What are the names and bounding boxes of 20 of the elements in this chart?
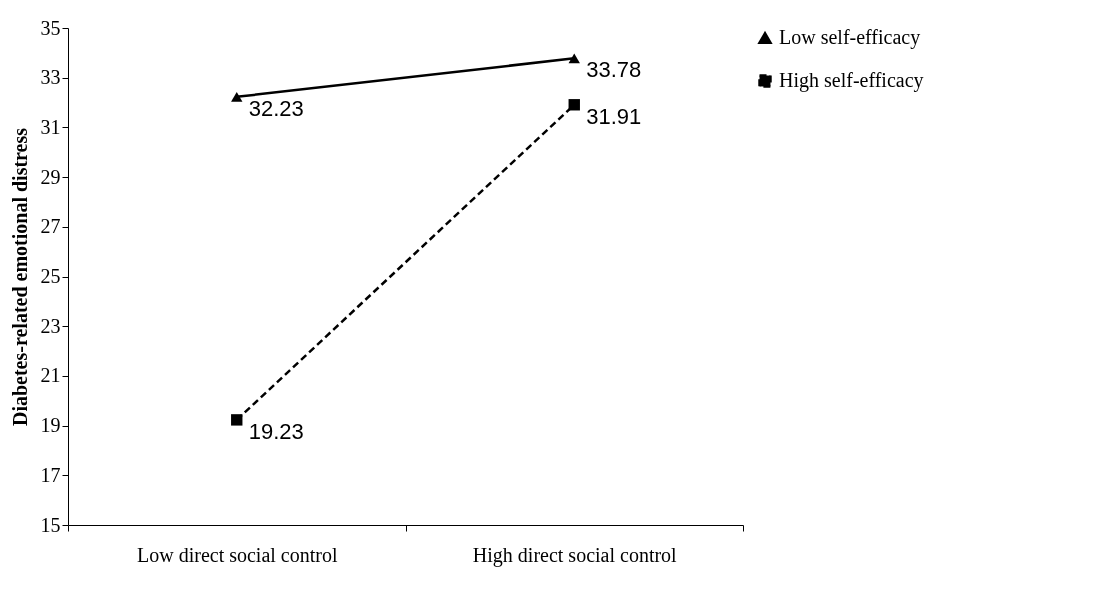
x-tick-label: Low direct social control bbox=[137, 543, 338, 566]
y-tick-label: 15 bbox=[40, 513, 61, 536]
legend-label: Low self-efficacy bbox=[779, 26, 921, 49]
y-tick-label: 25 bbox=[40, 265, 61, 287]
y-tick-label: 21 bbox=[40, 364, 61, 387]
y-tick-label: 27 bbox=[40, 215, 61, 238]
y-tick-label: 19 bbox=[40, 414, 61, 437]
y-axis-title: Diabetes-related emotional distress bbox=[8, 127, 31, 427]
y-tick-label: 31 bbox=[40, 115, 61, 138]
y-tick-label: 17 bbox=[40, 463, 61, 486]
data-label: 32.23 bbox=[248, 95, 304, 121]
y-tick-label: 23 bbox=[40, 314, 61, 337]
x-tick-label: High direct social control bbox=[472, 543, 678, 567]
y-tick-label: 33 bbox=[40, 66, 61, 89]
legend-label: High self-efficacy bbox=[779, 69, 924, 92]
data-label: 31.91 bbox=[586, 103, 642, 129]
data-label: 19.23 bbox=[248, 418, 304, 444]
data-label: 33.78 bbox=[586, 57, 642, 83]
y-tick-label: 29 bbox=[40, 165, 61, 188]
y-tick-label: 35 bbox=[40, 16, 61, 39]
